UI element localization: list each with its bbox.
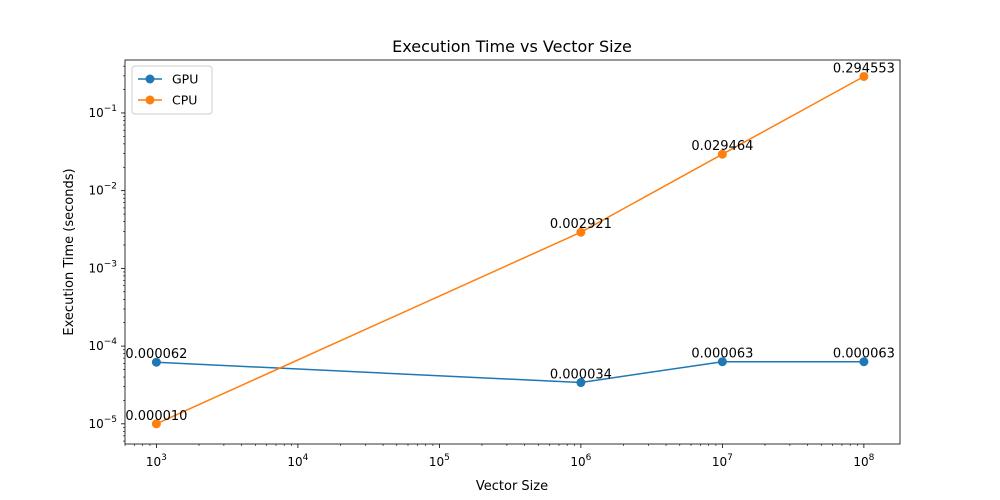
x-axis-label: Vector Size [476,479,548,494]
data-label: 0.000062 [125,347,187,362]
series-cpu: 0.000010 0.002921 0.029464 0.294553 [125,61,895,429]
plot-area-frame [124,59,901,445]
legend-marker [145,95,155,105]
x-tick-label: 103 [146,453,167,469]
data-label: 0.002921 [550,217,612,232]
y-tick-label: 10−5 [88,415,117,431]
data-point [151,357,161,367]
data-label: 0.000010 [125,409,187,424]
y-axis: 10−5 10−4 10−3 10−2 10−1 [88,65,125,442]
data-point [859,71,869,81]
data-label: 0.000034 [550,368,612,383]
legend: GPU CPU [131,65,213,115]
data-label: 0.029464 [691,139,753,154]
x-tick-label: 107 [712,453,733,469]
x-tick-label: 108 [853,453,874,469]
legend-item-cpu: CPU [138,93,197,108]
series-gpu: 0.000062 0.000034 0.000063 0.000063 [125,347,895,388]
x-axis: 103 104 105 106 107 108 [124,444,875,469]
data-point [717,357,727,367]
y-axis-label: Execution Time (seconds) [62,168,77,335]
y-tick-label: 10−2 [88,182,117,198]
x-tick-label: 106 [570,453,591,469]
y-tick-label: 10−4 [88,337,117,353]
data-point [717,149,727,159]
data-label: 0.000063 [691,347,753,362]
data-label: 0.000063 [833,347,895,362]
x-tick-label: 105 [429,453,450,469]
series-line [156,75,865,425]
legend-label: CPU [172,93,197,108]
data-label: 0.294553 [833,61,895,76]
y-tick-label: 10−1 [88,104,117,120]
data-point [576,378,586,388]
data-point [576,227,586,237]
legend-marker [145,74,155,84]
data-point [859,357,869,367]
series-line [156,360,864,384]
y-tick-label: 10−3 [88,259,117,275]
chart-title: Execution Time vs Vector Size [392,37,632,56]
legend-label: GPU [172,72,198,87]
legend-item-gpu: GPU [138,72,198,87]
x-tick-label: 104 [287,453,308,469]
data-point [151,419,161,429]
